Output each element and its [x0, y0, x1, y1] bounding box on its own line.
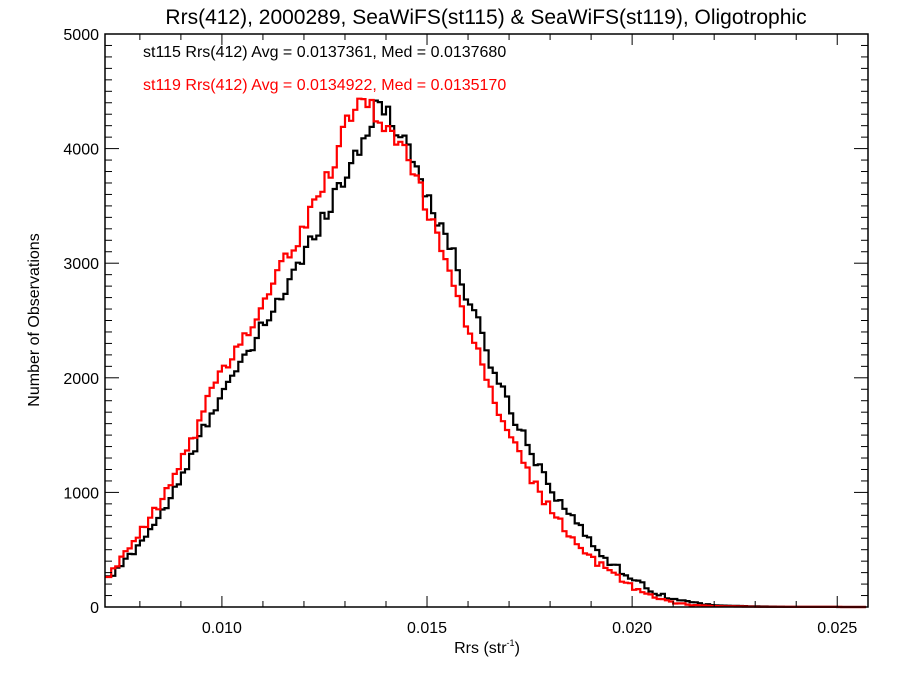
series-layer [105, 97, 866, 609]
x-axis-label: Rrs (str-1) [454, 638, 520, 657]
x-tick-label: 0.025 [817, 620, 857, 637]
annotation-st115: st115 Rrs(412) Avg = 0.0137361, Med = 0.… [143, 44, 506, 61]
x-axis-label-suffix: ) [515, 640, 520, 657]
chart-title: Rrs(412), 2000289, SeaWiFS(st115) & SeaW… [165, 6, 806, 29]
x-axis-label-main: Rrs (str [454, 640, 507, 657]
y-axis: 0 1000 2000 3000 4000 5000 [63, 27, 868, 617]
series-line-st115 [105, 99, 866, 609]
series-line-st119 [105, 97, 866, 609]
x-axis-label-superscript: -1 [507, 638, 515, 648]
y-tick-label: 3000 [63, 256, 99, 273]
y-tick-label: 1000 [63, 485, 99, 502]
y-tick-label: 5000 [63, 27, 99, 44]
y-tick-label: 0 [90, 600, 99, 617]
y-tick-label: 2000 [63, 371, 99, 388]
y-tick-label: 4000 [63, 142, 99, 159]
x-tick-label: 0.010 [202, 620, 242, 637]
y-axis-label: Number of Observations [26, 233, 43, 406]
x-tick-label: 0.020 [612, 620, 652, 637]
x-axis: 0.010 0.015 0.020 0.025 [139, 34, 857, 637]
x-tick-label: 0.015 [407, 620, 447, 637]
annotation-st119: st119 Rrs(412) Avg = 0.0134922, Med = 0.… [143, 77, 506, 94]
plot-frame [104, 33, 869, 608]
